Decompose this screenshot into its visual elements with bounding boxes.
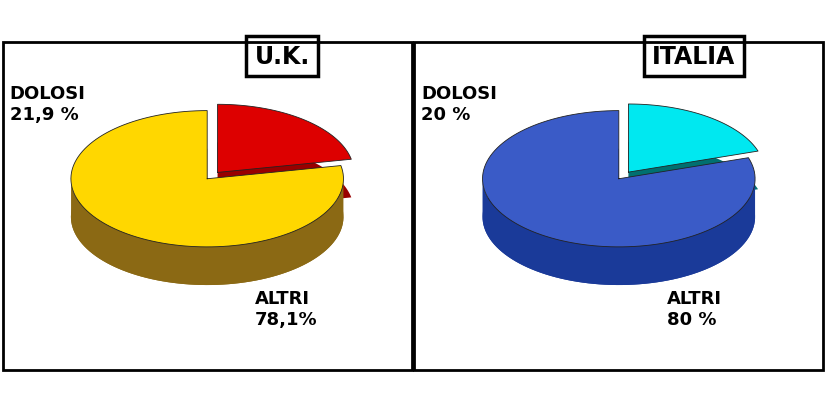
Polygon shape	[71, 112, 344, 247]
Polygon shape	[482, 112, 755, 247]
Polygon shape	[482, 150, 755, 285]
Polygon shape	[71, 176, 344, 285]
Text: DOLOSI
21,9 %: DOLOSI 21,9 %	[10, 85, 85, 124]
Text: ALTRI
78,1%: ALTRI 78,1%	[255, 289, 317, 328]
Bar	[415, 43, 824, 370]
Polygon shape	[629, 143, 758, 211]
Polygon shape	[217, 105, 351, 173]
Polygon shape	[217, 143, 351, 211]
Text: ITALIA: ITALIA	[653, 45, 735, 69]
Bar	[2, 43, 411, 370]
Text: ALTRI
80 %: ALTRI 80 %	[667, 289, 721, 328]
Text: DOLOSI
20 %: DOLOSI 20 %	[421, 85, 497, 124]
Polygon shape	[629, 105, 758, 173]
Polygon shape	[482, 178, 755, 285]
Polygon shape	[71, 150, 344, 285]
Text: U.K.: U.K.	[254, 45, 310, 69]
